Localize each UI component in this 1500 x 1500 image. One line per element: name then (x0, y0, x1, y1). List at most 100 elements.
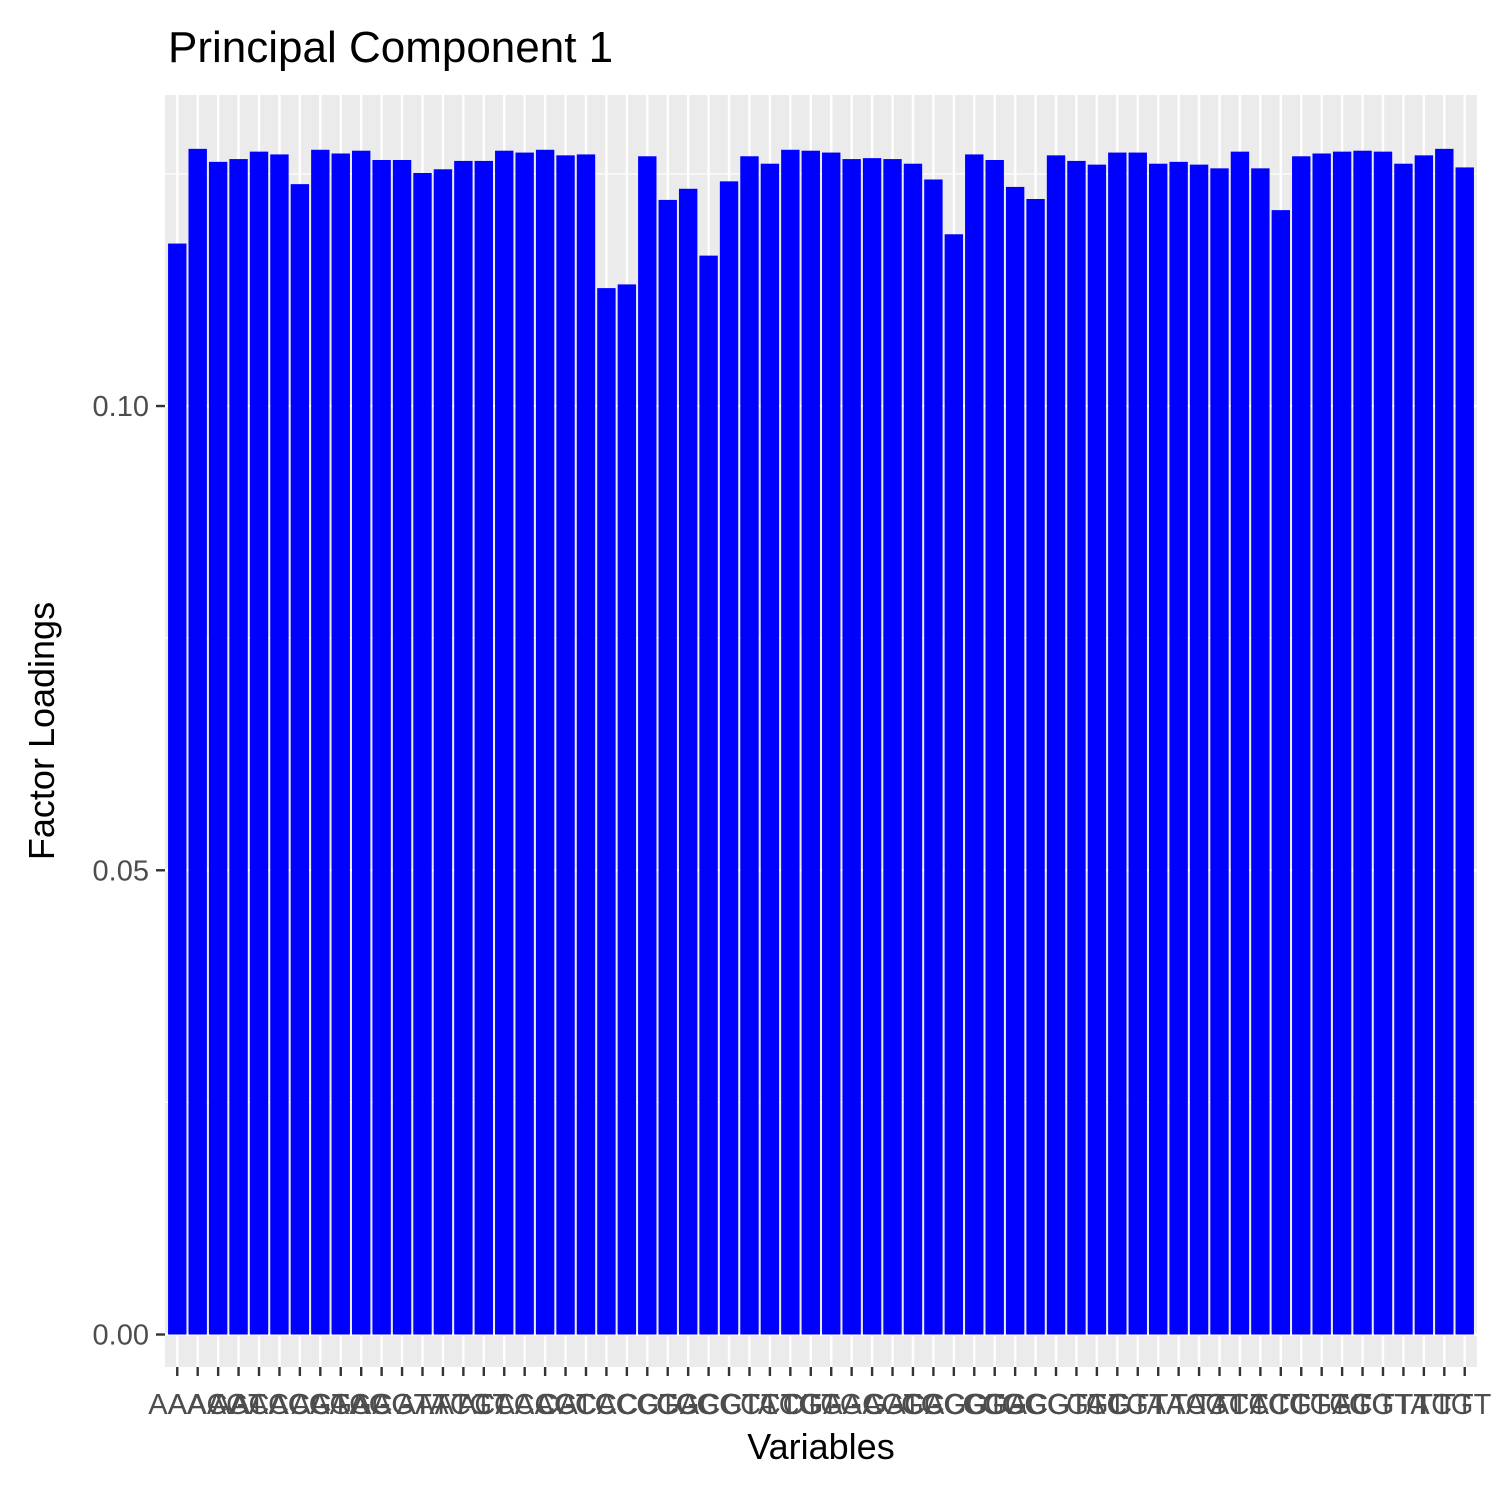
y-axis: 0.00 0.05 0.10 (93, 391, 165, 1352)
bar-ATT (474, 160, 493, 1335)
x-tick-label-CCC: CCC (575, 1389, 638, 1421)
bar-GCC (924, 179, 943, 1335)
x-tick-label-TCA: TCA (1211, 1389, 1270, 1421)
bar-CCT (638, 156, 657, 1335)
x-tick-label-ACT: ACT (291, 1389, 349, 1421)
bar-AAC (188, 148, 207, 1335)
bar-TAC (1169, 161, 1188, 1335)
x-tick-label-TGA: TGA (1292, 1389, 1352, 1421)
x-tick-label-GCA: GCA (882, 1389, 946, 1421)
bar-TTG (1435, 148, 1454, 1335)
bar-GAG (862, 158, 882, 1335)
bar-CAT (556, 155, 575, 1335)
bar-CAA (495, 150, 514, 1335)
bar-GTA (1067, 160, 1086, 1335)
bar-TGG (1353, 150, 1372, 1335)
x-tick-label-GTC: GTC (1066, 1389, 1127, 1421)
x-tick-label-GAA: GAA (801, 1389, 863, 1421)
x-tick-label-ACC: ACC (249, 1389, 310, 1421)
x-tick-label-AAT: AAT (211, 1389, 266, 1421)
bar-CCG (617, 284, 637, 1335)
bar-AAT (229, 159, 248, 1335)
bar-GGC (1005, 186, 1025, 1335)
bar-TCA (1230, 151, 1250, 1335)
bar-ACG (290, 184, 310, 1335)
bar-GCA (903, 163, 923, 1335)
chart-title: Principal Component 1 (168, 23, 613, 72)
x-tick-label-TAT: TAT (1194, 1389, 1245, 1421)
bar-GAA (822, 152, 841, 1335)
y-tick-label: 0.10 (93, 391, 149, 423)
bar-ACC (270, 154, 289, 1335)
x-tick-label-GCG: GCG (921, 1389, 987, 1421)
bar-CTG (781, 149, 800, 1335)
x-tick-label-GAC: GAC (820, 1389, 883, 1421)
x-tick-label-CTG: CTG (760, 1389, 821, 1421)
x-axis-title: Variables (747, 1426, 894, 1467)
bar-CCA (576, 154, 596, 1335)
x-tick-label-GTG: GTG (1086, 1389, 1149, 1421)
bar-CAG (535, 149, 555, 1335)
x-tick-label-GGC: GGC (982, 1389, 1048, 1421)
x-tick-label-CGC: CGC (656, 1389, 720, 1421)
x-tick-label-CGT: CGT (698, 1389, 760, 1421)
bar-AGT (392, 159, 412, 1335)
bar-TCG (1271, 210, 1291, 1335)
x-tick-label-GTA: GTA (1048, 1389, 1106, 1421)
bar-ATG (454, 160, 473, 1335)
x-tick-label-AAG: AAG (188, 1389, 249, 1421)
bar-TGC (1332, 151, 1352, 1335)
bar-TCC (1251, 168, 1270, 1335)
bar-TTT (1455, 167, 1474, 1335)
x-tick-label-AAC: AAC (168, 1389, 228, 1421)
x-tick-label-TTT: TTT (1438, 1389, 1491, 1421)
x-tick-label-TTC: TTC (1396, 1389, 1452, 1421)
y-tick-label: 0.05 (93, 855, 149, 887)
y-axis-title: Factor Loadings (21, 602, 62, 860)
x-tick-label-AGG: AGG (349, 1389, 413, 1421)
bar-AGG (372, 159, 391, 1335)
x-tick-label-CCG: CCG (595, 1389, 659, 1421)
x-tick-label-CAA: CAA (474, 1389, 534, 1421)
bar-ACT (311, 149, 330, 1335)
bar-GCT (965, 154, 984, 1335)
x-tick-label-CTC: CTC (740, 1389, 800, 1421)
x-tick-label-CAC: CAC (494, 1389, 555, 1421)
x-tick-label-ACA: ACA (229, 1389, 289, 1421)
bar-AGA (331, 153, 350, 1335)
bar-GGT (1046, 155, 1066, 1335)
x-tick-label-GAG: GAG (840, 1389, 904, 1421)
bar-GAC (842, 159, 861, 1335)
x-axis: AAAAACAAGAATACAACCACGACTAGAAGCAGGAGTATAA… (148, 1367, 1492, 1421)
bar-CTC (760, 163, 780, 1335)
bar-GCG (944, 234, 964, 1335)
bar-CAC (515, 152, 534, 1335)
bar-AGC (351, 150, 371, 1335)
x-tick-label-CCT: CCT (617, 1389, 677, 1421)
bar-CGC (678, 188, 698, 1335)
x-tick-label-GGT: GGT (1025, 1389, 1088, 1421)
x-tick-label-AGT: AGT (372, 1389, 432, 1421)
x-tick-label-TCT: TCT (1273, 1389, 1330, 1421)
bar-ACA (249, 151, 269, 1335)
x-tick-label-CTA: CTA (722, 1389, 779, 1421)
bar-TGT (1373, 151, 1393, 1335)
bar-CTT (801, 150, 820, 1335)
bar-ATC (433, 169, 453, 1335)
bar-CGG (699, 255, 718, 1335)
y-tick-label: 0.00 (93, 1320, 149, 1352)
bar-CGA (658, 199, 677, 1335)
x-tick-label-CTT: CTT (783, 1389, 840, 1421)
x-tick-label-CGG: CGG (676, 1389, 742, 1421)
x-tick-label-GCC: GCC (901, 1389, 965, 1421)
x-tick-label-TAC: TAC (1151, 1389, 1207, 1421)
x-tick-label-TGG: TGG (1331, 1389, 1394, 1421)
x-tick-label-GAT: GAT (864, 1389, 922, 1421)
x-tick-label-CGA: CGA (636, 1389, 700, 1421)
bar-CTA (740, 156, 759, 1335)
bar-TAT (1210, 168, 1229, 1335)
x-tick-label-ATA: ATA (396, 1389, 449, 1421)
bar-GAT (883, 159, 902, 1335)
x-tick-label-CAT: CAT (538, 1389, 594, 1421)
